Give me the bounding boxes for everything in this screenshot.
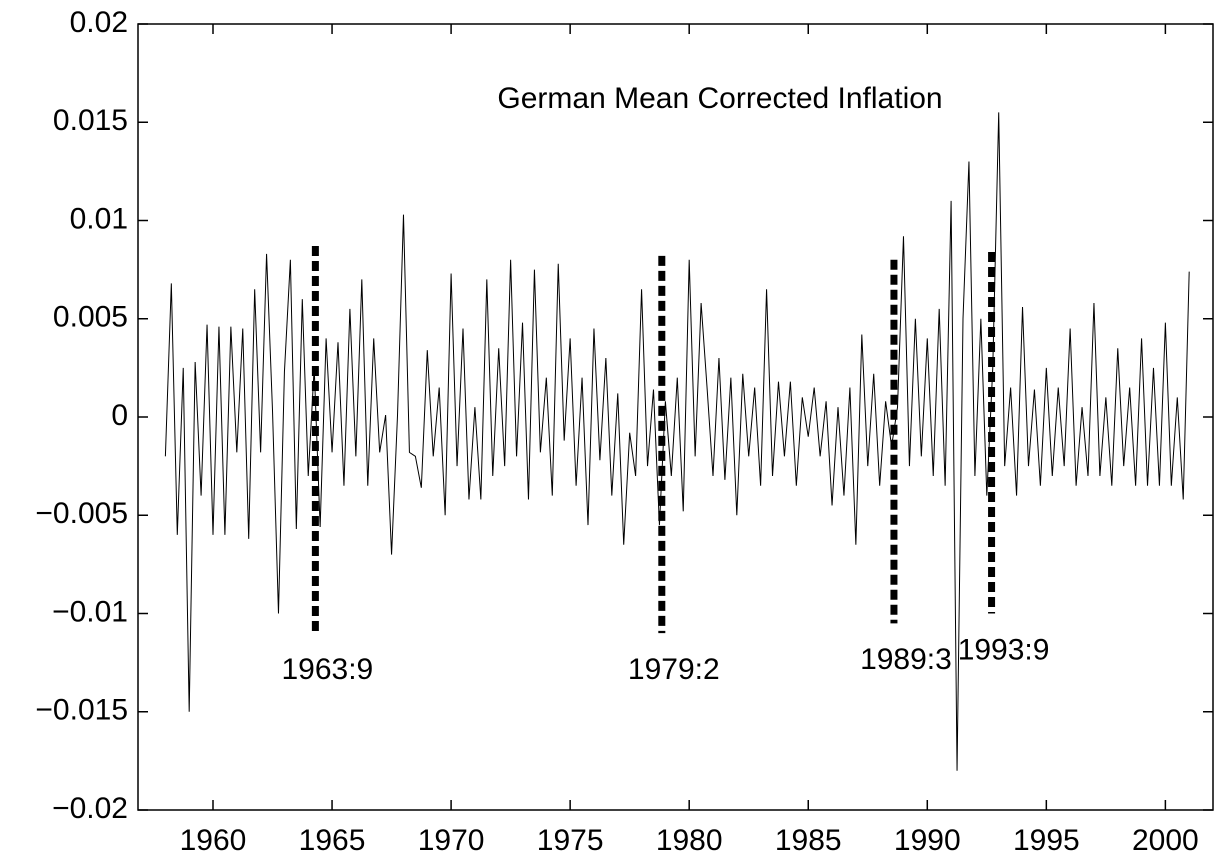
break-label: 1989:3 <box>860 643 952 676</box>
y-tick-label: 0.01 <box>70 202 128 235</box>
y-tick-label: −0.015 <box>35 694 128 727</box>
x-tick-label: 1965 <box>299 824 366 857</box>
series-line <box>164 112 1190 771</box>
x-tick-label: 1995 <box>1013 824 1080 857</box>
x-tick-label: 2000 <box>1132 824 1199 857</box>
break-label: 1993:9 <box>958 633 1050 666</box>
y-tick-label: 0 <box>111 399 128 432</box>
break-label: 1963:9 <box>281 653 373 686</box>
y-tick-label: −0.02 <box>52 792 128 825</box>
y-tick-label: 0.02 <box>70 6 128 39</box>
x-tick-label: 1975 <box>537 824 604 857</box>
x-tick-label: 1980 <box>656 824 723 857</box>
chart-title: German Mean Corrected Inflation <box>497 82 942 115</box>
x-tick-label: 1985 <box>775 824 842 857</box>
y-tick-label: −0.005 <box>35 497 128 530</box>
y-tick-label: 0.015 <box>53 104 128 137</box>
y-tick-label: −0.01 <box>52 595 128 628</box>
x-tick-label: 1990 <box>894 824 961 857</box>
x-tick-label: 1970 <box>418 824 485 857</box>
x-tick-label: 1960 <box>180 824 247 857</box>
y-tick-label: 0.005 <box>53 301 128 334</box>
break-label: 1979:2 <box>628 653 720 686</box>
